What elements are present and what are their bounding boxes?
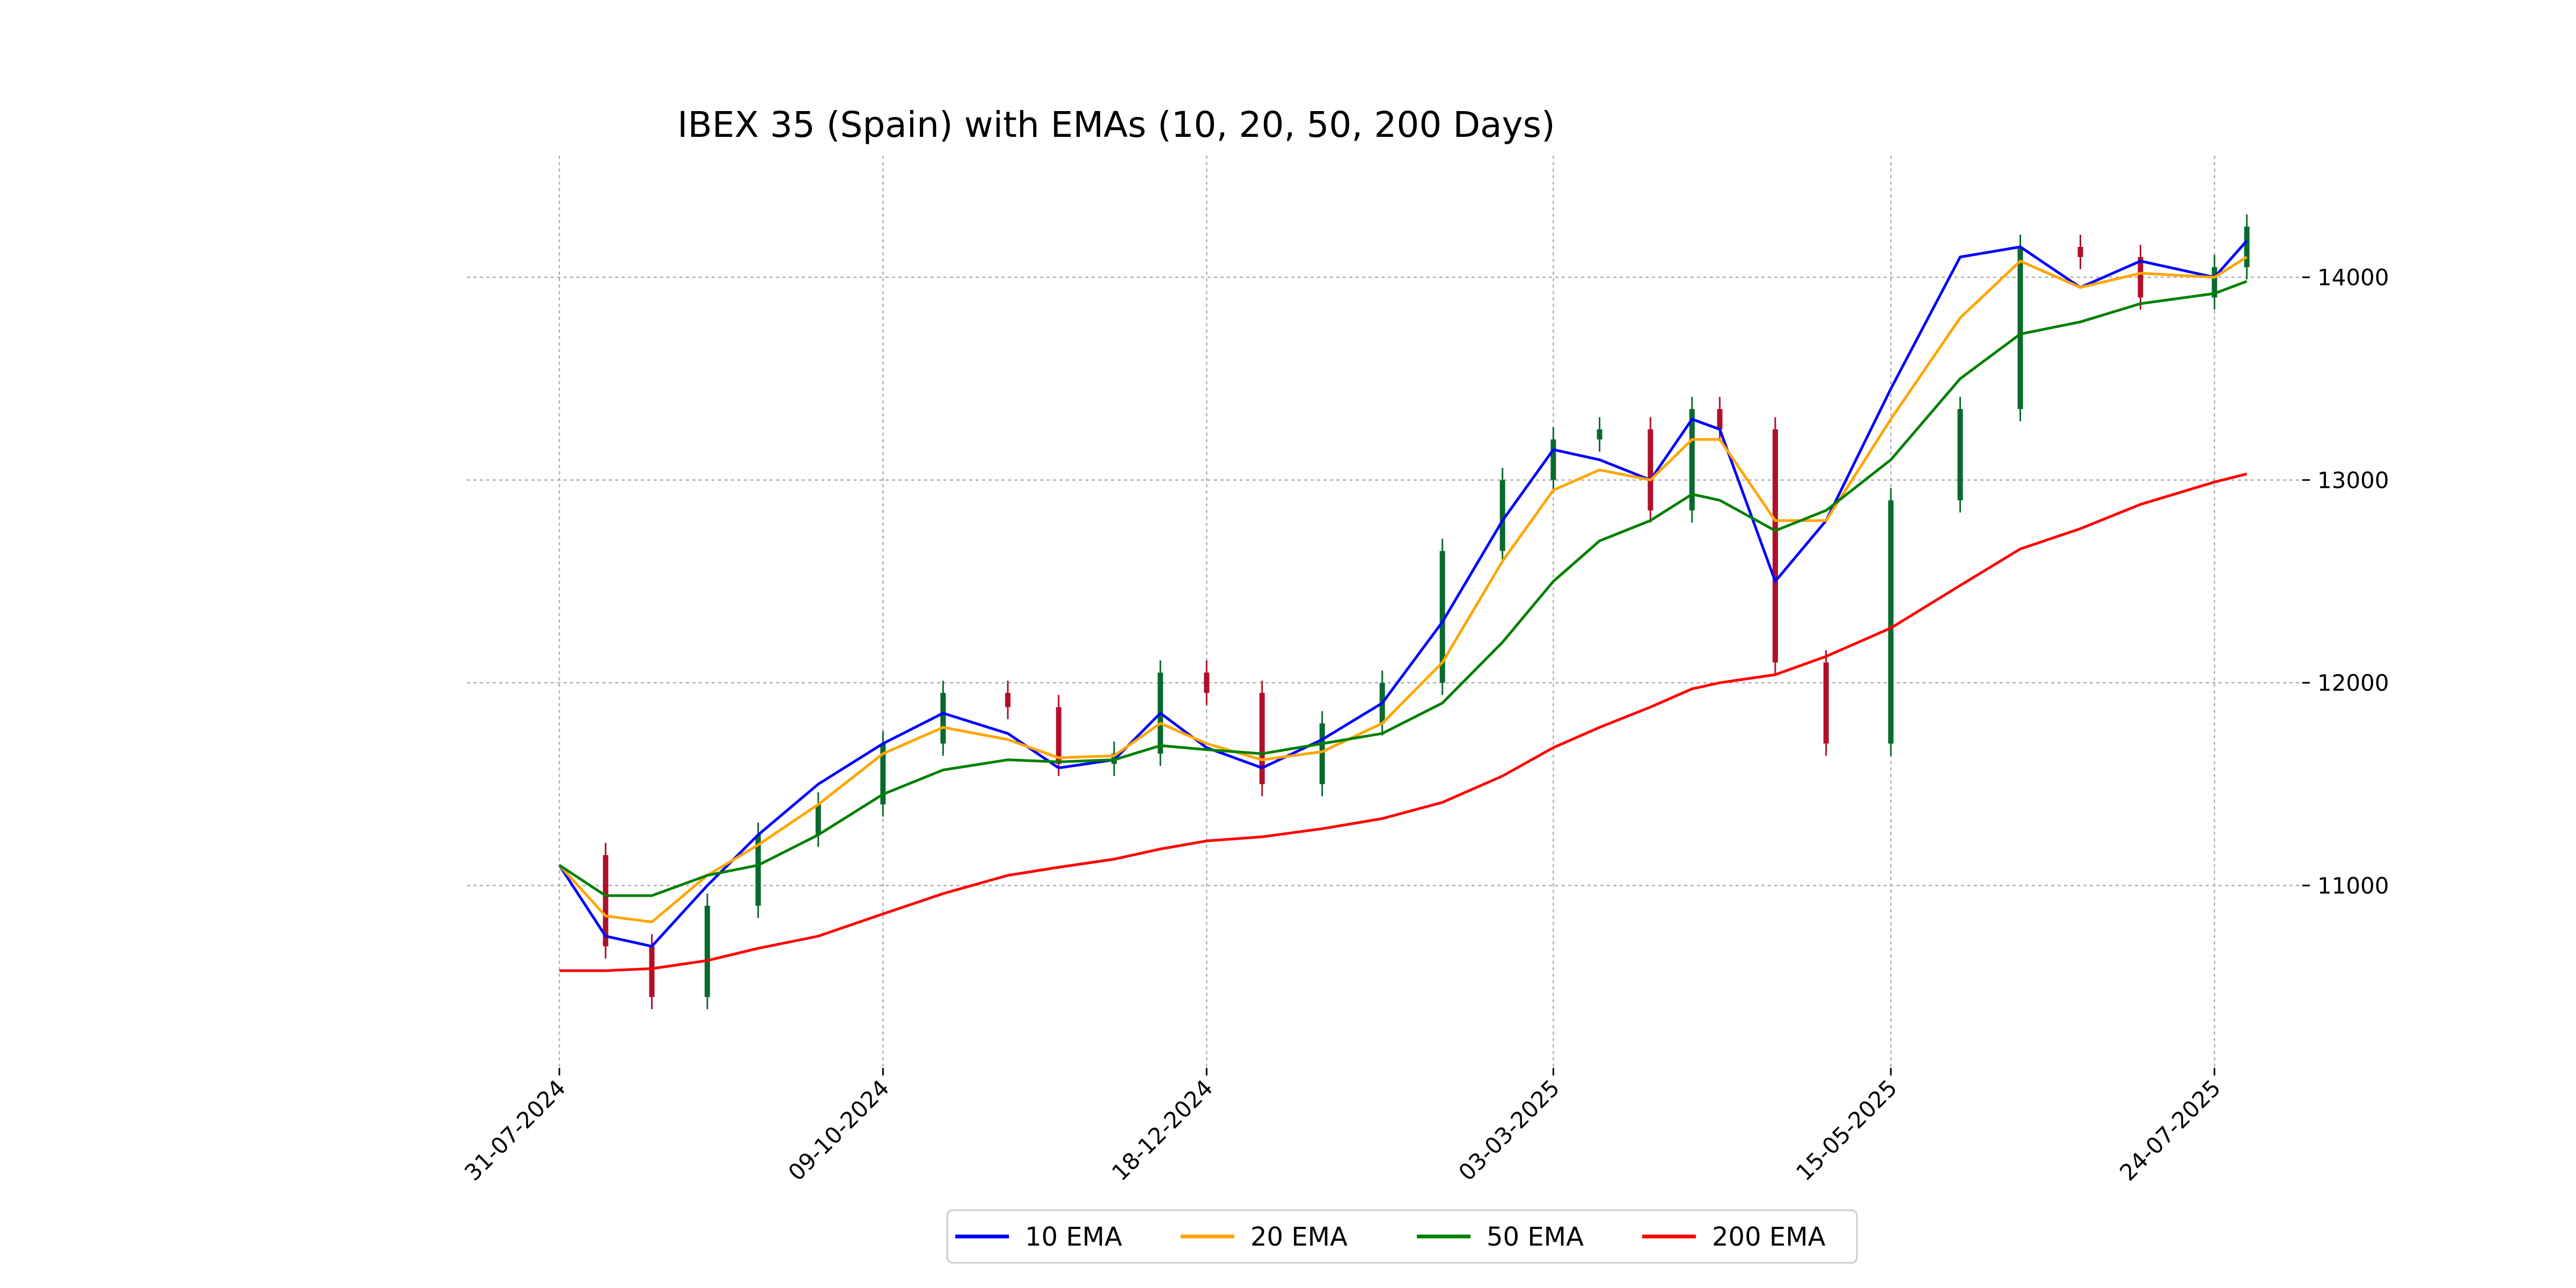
candle-body	[1689, 409, 1695, 511]
x-tick-label: 31-07-2024	[459, 1074, 570, 1185]
candle-body	[1005, 693, 1011, 707]
x-axis: 31-07-2024 09-10-2024 18-12-2024 03-03-2025…	[459, 1068, 2226, 1186]
candle-body	[2244, 226, 2250, 267]
candle-body	[755, 835, 761, 906]
candle-body	[1648, 429, 1653, 511]
candle-body	[2212, 267, 2218, 298]
series-line-50-ema	[558, 280, 2248, 897]
legend: 10 EMA 20 EMA 50 EMA 200 EMA	[946, 1209, 1858, 1264]
y-tick-label: 14000	[2317, 265, 2389, 291]
x-tick-label: 15-05-2025	[1791, 1074, 1902, 1185]
y-tick-label: 12000	[2317, 670, 2389, 696]
candle-body	[1056, 707, 1062, 764]
x-tick-label: 09-10-2024	[783, 1074, 894, 1185]
candle-body	[704, 905, 710, 997]
series-line-10-ema	[558, 240, 2248, 948]
x-tick-label: 18-12-2024	[1107, 1074, 1218, 1185]
chart-title: IBEX 35 (Spain) with EMAs (10, 20, 50, 2…	[677, 104, 1555, 145]
series-line-200-ema	[559, 472, 2248, 972]
candle-body	[1204, 672, 1210, 693]
candle-body	[1772, 429, 1778, 663]
legend-label: 200 EMA	[1712, 1222, 1826, 1252]
candle-body	[1823, 662, 1829, 744]
candle-body	[1957, 409, 1963, 501]
grid	[467, 156, 2302, 1068]
candle-body	[1319, 723, 1325, 785]
y-tick-label: 11000	[2317, 873, 2389, 899]
x-tick-label: 24-07-2025	[2114, 1074, 2226, 1185]
candle-body	[880, 743, 886, 804]
y-tick-label: 13000	[2317, 467, 2389, 493]
candle-body	[815, 804, 821, 835]
candle-body	[1499, 480, 1505, 551]
candle-body	[2138, 257, 2143, 298]
candle-body	[1888, 500, 1894, 744]
series-line-20-ema	[558, 255, 2248, 924]
candle-body	[603, 855, 609, 947]
legend-label: 20 EMA	[1250, 1222, 1348, 1252]
legend-label: 10 EMA	[1025, 1222, 1122, 1252]
y-axis: 11000 12000 13000 14000	[2302, 265, 2389, 899]
candle-body	[1439, 551, 1445, 683]
x-tick-label: 03-03-2025	[1453, 1074, 1564, 1185]
legend-box	[946, 1209, 1858, 1264]
legend-label: 50 EMA	[1487, 1222, 1584, 1252]
ema-lines	[558, 240, 2248, 972]
candle-body	[1597, 429, 1602, 440]
price-candles	[603, 214, 2250, 1009]
candle-body	[1550, 439, 1556, 480]
candle-body	[1259, 693, 1265, 785]
candle-body	[649, 946, 655, 997]
candle-body	[940, 693, 946, 744]
candle-body	[2017, 247, 2023, 409]
candle-body	[2077, 247, 2083, 257]
candle-body	[1717, 409, 1723, 429]
